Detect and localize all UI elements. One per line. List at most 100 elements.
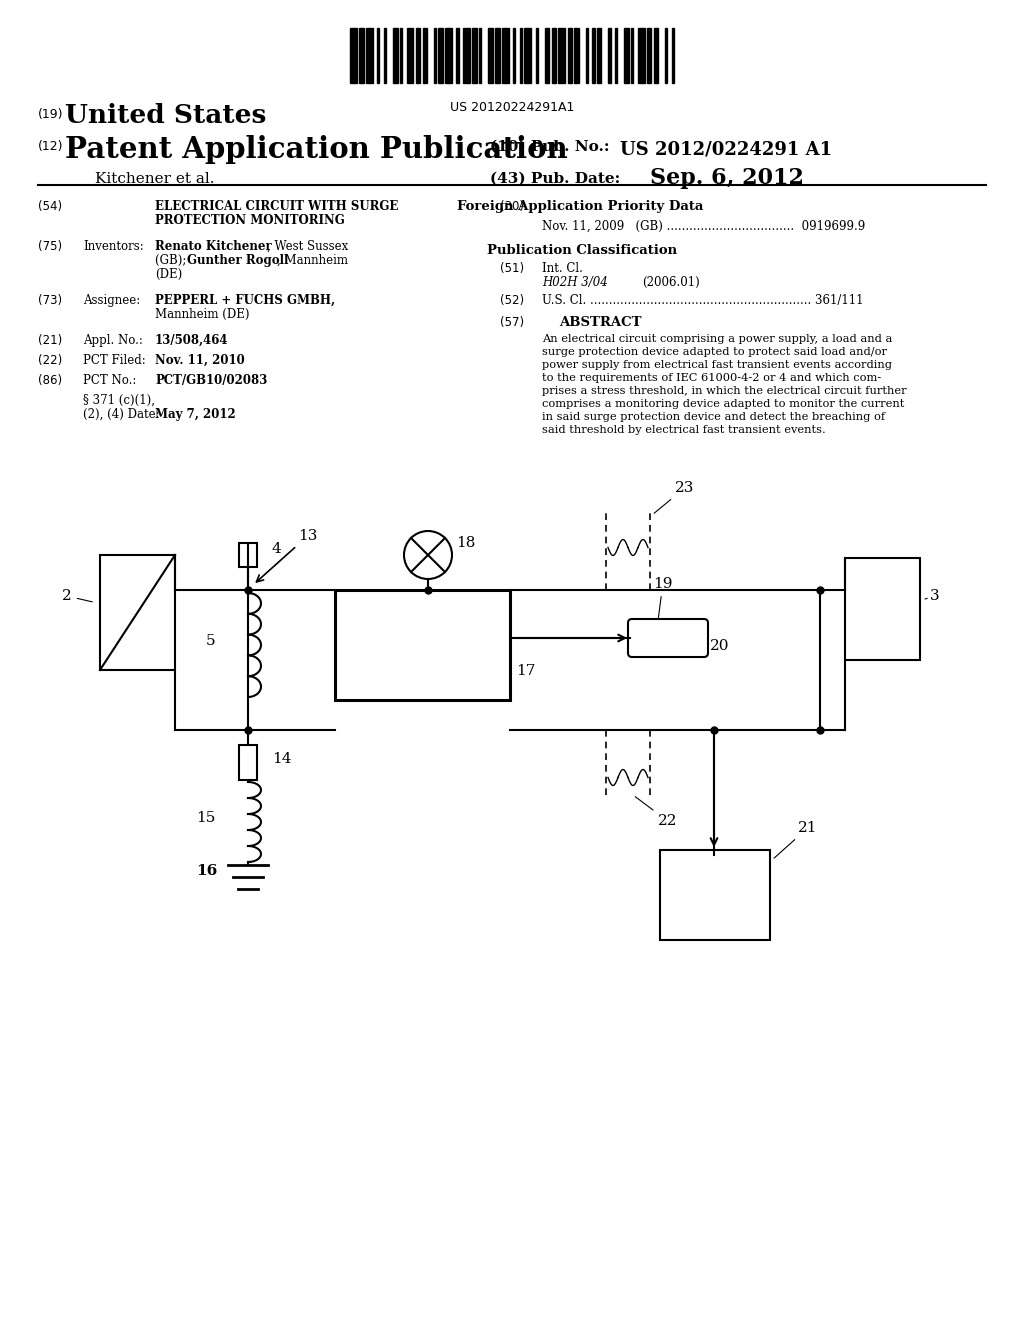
Text: 13: 13 xyxy=(256,529,317,582)
Text: Renato Kitchener: Renato Kitchener xyxy=(155,240,271,253)
Text: Patent Application Publication: Patent Application Publication xyxy=(65,135,567,164)
Text: (21): (21) xyxy=(38,334,62,347)
Bar xyxy=(423,28,427,83)
Text: prises a stress threshold, in which the electrical circuit further: prises a stress threshold, in which the … xyxy=(542,385,906,396)
Text: to the requirements of IEC 61000-4-2 or 4 and which com-: to the requirements of IEC 61000-4-2 or … xyxy=(542,374,882,383)
Text: said threshold by electrical fast transient events.: said threshold by electrical fast transi… xyxy=(542,425,825,436)
Bar xyxy=(558,28,565,83)
Bar xyxy=(513,28,515,83)
Text: 20: 20 xyxy=(710,639,729,653)
Text: 17: 17 xyxy=(516,664,536,678)
Bar xyxy=(350,28,356,83)
Bar xyxy=(359,28,364,83)
Text: 4: 4 xyxy=(272,543,282,556)
Text: (86): (86) xyxy=(38,374,62,387)
Bar xyxy=(438,28,443,83)
Bar xyxy=(653,28,658,83)
Text: (22): (22) xyxy=(38,354,62,367)
Bar xyxy=(407,28,414,83)
Text: ABSTRACT: ABSTRACT xyxy=(559,315,641,329)
Text: in said surge protection device and detect the breaching of: in said surge protection device and dete… xyxy=(542,412,885,422)
Bar xyxy=(608,28,610,83)
Text: 13/508,464: 13/508,464 xyxy=(155,334,228,347)
Bar xyxy=(393,28,397,83)
Text: power supply from electrical fast transient events according: power supply from electrical fast transi… xyxy=(542,360,892,370)
Bar xyxy=(520,28,522,83)
Bar xyxy=(672,28,674,83)
Bar xyxy=(502,28,509,83)
Text: Nov. 11, 2009   (GB) ..................................  0919699.9: Nov. 11, 2009 (GB) .....................… xyxy=(542,220,865,234)
Text: United States: United States xyxy=(65,103,266,128)
Text: Appl. No.:: Appl. No.: xyxy=(83,334,143,347)
Text: (75): (75) xyxy=(38,240,62,253)
Bar xyxy=(399,28,402,83)
Bar xyxy=(625,28,629,83)
Bar xyxy=(472,28,477,83)
Bar xyxy=(495,28,500,83)
Bar xyxy=(597,28,601,83)
Text: (DE): (DE) xyxy=(155,268,182,281)
Text: (57): (57) xyxy=(500,315,524,329)
Text: 16: 16 xyxy=(196,865,217,878)
Text: 22: 22 xyxy=(635,797,678,828)
Bar xyxy=(445,28,452,83)
Text: Foreign Application Priority Data: Foreign Application Priority Data xyxy=(457,201,703,213)
Bar xyxy=(100,554,175,671)
Bar xyxy=(416,28,420,83)
Text: (2006.01): (2006.01) xyxy=(642,276,699,289)
Text: Assignee:: Assignee: xyxy=(83,294,140,308)
Text: (19): (19) xyxy=(38,108,63,121)
Bar xyxy=(615,28,617,83)
Text: May 7, 2012: May 7, 2012 xyxy=(155,408,236,421)
Text: 23: 23 xyxy=(654,480,694,513)
Text: Kitchener et al.: Kitchener et al. xyxy=(95,172,214,186)
Text: surge protection device adapted to protect said load and/or: surge protection device adapted to prote… xyxy=(542,347,887,356)
Text: (2), (4) Date:: (2), (4) Date: xyxy=(83,408,160,421)
Bar xyxy=(239,543,257,568)
Bar xyxy=(586,28,588,83)
Bar xyxy=(647,28,651,83)
Bar xyxy=(524,28,531,83)
Text: comprises a monitoring device adapted to monitor the current: comprises a monitoring device adapted to… xyxy=(542,399,904,409)
Bar xyxy=(545,28,550,83)
Bar xyxy=(434,28,436,83)
Text: (43) Pub. Date:: (43) Pub. Date: xyxy=(490,172,621,186)
Text: H02H 3/04: H02H 3/04 xyxy=(542,276,608,289)
FancyBboxPatch shape xyxy=(628,619,708,657)
Bar xyxy=(567,28,572,83)
Text: 3: 3 xyxy=(925,589,940,603)
Text: (51): (51) xyxy=(500,261,524,275)
Text: PROTECTION MONITORING: PROTECTION MONITORING xyxy=(155,214,345,227)
Text: Mannheim (DE): Mannheim (DE) xyxy=(155,308,250,321)
Text: 18: 18 xyxy=(456,536,475,550)
Bar xyxy=(660,850,770,940)
Text: US 20120224291A1: US 20120224291A1 xyxy=(450,102,574,114)
Text: Int. Cl.: Int. Cl. xyxy=(542,261,583,275)
Text: (GB);: (GB); xyxy=(155,253,190,267)
Text: An electrical circuit comprising a power supply, a load and a: An electrical circuit comprising a power… xyxy=(542,334,892,345)
Bar xyxy=(377,28,380,83)
Text: PCT No.:: PCT No.: xyxy=(83,374,136,387)
Text: 14: 14 xyxy=(272,752,292,766)
Bar xyxy=(536,28,538,83)
Bar xyxy=(574,28,579,83)
Text: ELECTRICAL CIRCUIT WITH SURGE: ELECTRICAL CIRCUIT WITH SURGE xyxy=(155,201,398,213)
Text: Sep. 6, 2012: Sep. 6, 2012 xyxy=(650,168,804,189)
Text: PCT Filed:: PCT Filed: xyxy=(83,354,145,367)
Bar xyxy=(457,28,459,83)
Bar xyxy=(463,28,470,83)
Text: (10) Pub. No.:: (10) Pub. No.: xyxy=(490,140,614,154)
Text: (54): (54) xyxy=(38,201,62,213)
Bar xyxy=(631,28,633,83)
Bar xyxy=(665,28,668,83)
Text: (12): (12) xyxy=(38,140,63,153)
Text: Gunther Rogoll: Gunther Rogoll xyxy=(187,253,289,267)
Bar xyxy=(845,558,920,660)
Text: Inventors:: Inventors: xyxy=(83,240,143,253)
Bar xyxy=(479,28,481,83)
Text: (73): (73) xyxy=(38,294,62,308)
Bar xyxy=(638,28,644,83)
Text: 15: 15 xyxy=(196,810,215,825)
Text: US 2012/0224291 A1: US 2012/0224291 A1 xyxy=(620,140,833,158)
Bar xyxy=(366,28,373,83)
